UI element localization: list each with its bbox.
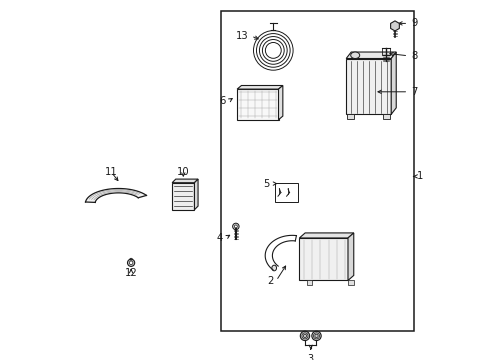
Text: 6: 6: [219, 96, 225, 106]
Bar: [275, 183, 298, 202]
Polygon shape: [237, 85, 282, 89]
Text: 2: 2: [266, 276, 273, 286]
Bar: [383, 114, 390, 119]
Polygon shape: [390, 21, 399, 31]
Text: 7: 7: [410, 87, 417, 97]
Polygon shape: [346, 52, 395, 58]
Text: 10: 10: [177, 167, 189, 177]
Circle shape: [392, 23, 397, 28]
Polygon shape: [194, 179, 198, 210]
Ellipse shape: [350, 52, 359, 58]
Bar: [299, 238, 347, 280]
Bar: [347, 280, 353, 285]
Polygon shape: [85, 189, 146, 202]
Bar: [172, 183, 194, 210]
Bar: [346, 114, 353, 119]
Bar: [346, 58, 390, 114]
Text: 9: 9: [410, 18, 417, 28]
Circle shape: [127, 259, 134, 266]
Polygon shape: [299, 233, 353, 238]
Text: 4: 4: [216, 233, 223, 243]
Bar: [221, 11, 413, 331]
Circle shape: [311, 331, 321, 341]
Circle shape: [129, 261, 133, 265]
Text: 3: 3: [307, 354, 313, 360]
Text: 1: 1: [416, 171, 422, 181]
Bar: [306, 280, 312, 285]
Ellipse shape: [271, 265, 276, 271]
Text: 8: 8: [410, 51, 417, 61]
Circle shape: [232, 223, 239, 230]
Polygon shape: [172, 179, 198, 183]
Bar: [237, 89, 278, 120]
Text: 5: 5: [263, 179, 269, 189]
Circle shape: [234, 225, 237, 228]
Text: 11: 11: [105, 167, 118, 177]
Circle shape: [300, 331, 309, 341]
Text: 13: 13: [235, 31, 247, 41]
Polygon shape: [278, 85, 282, 120]
Text: 12: 12: [124, 268, 137, 278]
Polygon shape: [390, 52, 395, 114]
Polygon shape: [347, 233, 353, 280]
